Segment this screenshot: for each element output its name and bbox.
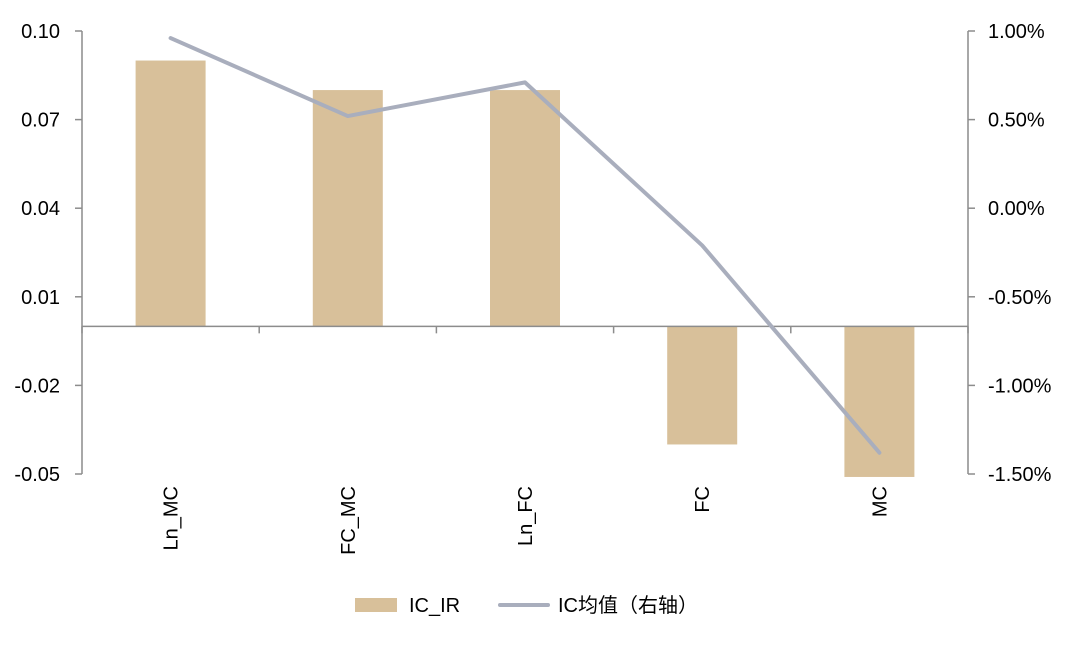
axes-layer [81, 31, 969, 474]
bar-ln-mc [135, 60, 206, 327]
bar-ln-fc [490, 90, 560, 327]
right-tick-label: 0.50% [988, 110, 1045, 132]
legend-swatch-ic-ir [355, 598, 397, 612]
legend-label-ic-ir: IC_IR [409, 595, 460, 617]
right-tick-label: -0.50% [988, 287, 1052, 309]
right-ticks-layer: 1.00% 0.50% 0.00% -0.50% -1.00% -1.50% [968, 21, 1052, 486]
right-tick-label: -1.50% [988, 464, 1052, 486]
right-tick-label: 1.00% [988, 21, 1045, 43]
bar-fc [667, 326, 738, 445]
right-tick-label: -1.00% [988, 375, 1052, 397]
left-tick-label: 0.04 [21, 198, 60, 220]
left-ticks-layer: 0.10 0.07 0.04 0.01 -0.02 -0.05 [14, 21, 82, 486]
bars-layer [135, 60, 915, 477]
legend: IC_IR IC均值（右轴） [355, 594, 698, 617]
category-label: FC [692, 486, 714, 513]
right-tick-label: 0.00% [988, 198, 1045, 220]
x-ticks-layer: Ln_MC FC_MC Ln_FC FC MC [81, 326, 969, 555]
category-label: MC [869, 486, 891, 517]
left-tick-label: 0.07 [21, 110, 60, 132]
left-tick-label: 0.01 [21, 287, 60, 309]
line-layer [168, 36, 882, 455]
category-label: Ln_MC [161, 486, 183, 550]
left-tick-label: 0.10 [21, 21, 60, 43]
bar-fc-mc [312, 90, 383, 327]
category-label: Ln_FC [515, 486, 537, 546]
left-tick-label: -0.05 [14, 464, 60, 486]
category-label: FC_MC [338, 486, 360, 555]
left-tick-label: -0.02 [14, 375, 60, 397]
legend-label-ic-mean: IC均值（右轴） [558, 594, 698, 617]
